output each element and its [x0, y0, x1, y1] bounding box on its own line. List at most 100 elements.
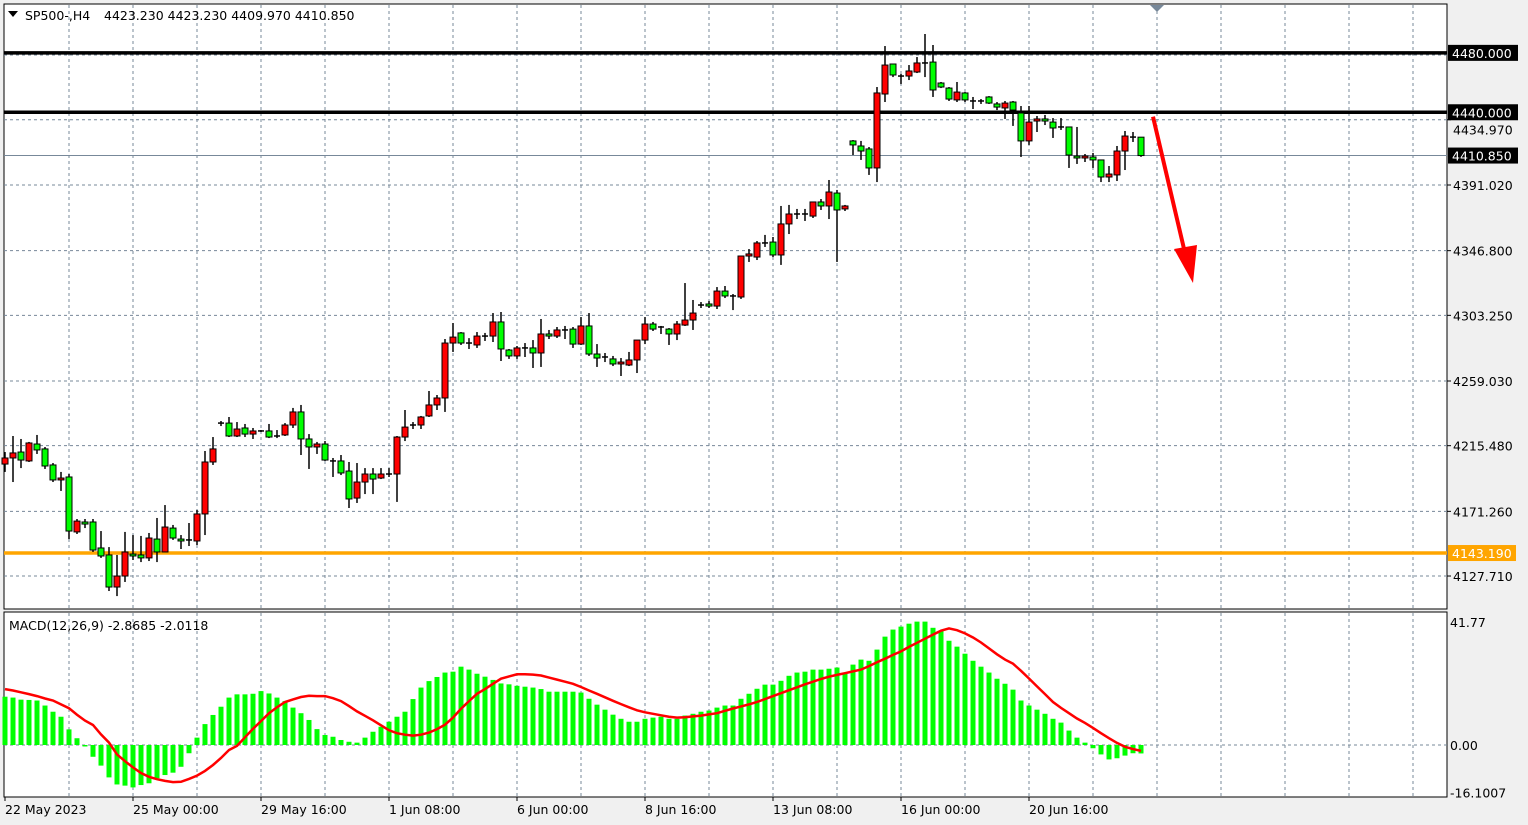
- candle-body: [1025, 121, 1033, 142]
- candle: [889, 63, 897, 78]
- macd-histogram-bar: [338, 739, 344, 745]
- candle-body: [313, 443, 321, 448]
- macd-histogram-bar: [610, 714, 616, 745]
- macd-histogram-bar: [594, 704, 600, 745]
- candle-body: [25, 442, 33, 462]
- macd-histogram-bar: [1034, 709, 1040, 745]
- candle-body: [505, 349, 513, 357]
- macd-histogram-bar: [66, 729, 72, 745]
- candle-body: [17, 451, 25, 461]
- macd-histogram-bar: [626, 721, 632, 745]
- candle-body: [593, 353, 601, 359]
- candle-body: [113, 575, 121, 588]
- candle-body: [433, 397, 441, 406]
- macd-pane[interactable]: [3, 611, 1448, 798]
- candle-body: [681, 319, 689, 326]
- macd-histogram-bar: [874, 649, 880, 745]
- candle: [25, 441, 33, 462]
- level-label-box: [1448, 104, 1518, 121]
- candle: [905, 65, 913, 81]
- candle: [658, 325, 664, 334]
- macd-histogram-bar: [242, 694, 248, 745]
- time-axis[interactable]: 22 May 2023 25 May 00:00 29 May 16:00 1 Jun…: [4, 797, 1108, 817]
- macd-histogram-bar: [1138, 745, 1144, 754]
- candle-body: [817, 201, 825, 207]
- candle: [305, 434, 313, 469]
- candle-body: [193, 513, 201, 542]
- candle-body: [945, 87, 953, 100]
- price-axis[interactable]: 4434.970 4391.020 4346.800 4303.250 4259.030…: [1447, 119, 1513, 584]
- candle: [970, 96, 976, 109]
- macd-histogram-bar: [730, 705, 736, 745]
- candle: [898, 73, 904, 85]
- macd-histogram-bar: [34, 700, 40, 745]
- candle: [802, 208, 808, 221]
- price-tick-label: 4127.710: [1453, 569, 1513, 584]
- macd-histogram-bar: [898, 626, 904, 745]
- candle: [369, 468, 377, 495]
- candle-body: [81, 521, 89, 525]
- macd-histogram-bar: [306, 719, 312, 745]
- candle-body: [713, 290, 721, 307]
- candle-body: [1073, 155, 1081, 159]
- candle-body: [289, 411, 297, 426]
- candle: [1025, 106, 1033, 145]
- macd-histogram-bar: [1082, 742, 1088, 745]
- time-tick-label: 20 Jun 16:00: [1029, 802, 1108, 817]
- candle-body: [745, 253, 753, 257]
- macd-histogram-bar: [770, 684, 776, 745]
- candle-body: [489, 321, 497, 337]
- candle: [865, 147, 873, 175]
- candle-body: [121, 551, 129, 577]
- candle: [49, 463, 57, 483]
- macd-histogram-bar: [482, 676, 488, 745]
- candle-body: [425, 404, 433, 417]
- down-arrow-annotation[interactable]: [1151, 116, 1197, 284]
- macd-histogram-bar: [530, 687, 536, 745]
- macd-histogram-bar: [834, 667, 840, 745]
- candle-body: [393, 436, 401, 475]
- candle: [89, 519, 97, 552]
- candle: [673, 321, 681, 341]
- time-tick-label: 16 Jun 00:00: [901, 802, 980, 817]
- macd-tick-label: 0.00: [1450, 738, 1478, 753]
- macd-histogram-bar: [186, 745, 192, 754]
- triangle-down-icon[interactable]: [8, 11, 18, 17]
- candle: [233, 422, 241, 438]
- candle: [9, 435, 17, 483]
- macd-histogram-bar: [154, 745, 160, 779]
- macd-histogram-bar: [450, 671, 456, 745]
- macd-histogram-bar: [138, 745, 144, 786]
- macd-histogram-bar: [266, 693, 272, 745]
- macd-axis[interactable]: 41.77 0.00 -16.1007: [1450, 615, 1506, 800]
- current-price-label: 4410.850: [1452, 149, 1512, 164]
- candle-body: [953, 91, 961, 101]
- candle: [978, 99, 984, 104]
- macd-histogram-bar: [1010, 689, 1016, 745]
- candle-body: [841, 205, 849, 210]
- candle: [201, 450, 209, 536]
- chart-shift-marker-icon[interactable]: [1150, 5, 1164, 12]
- candle-body: [937, 82, 945, 88]
- macd-histogram-bar: [442, 672, 448, 745]
- candle: [849, 140, 857, 156]
- macd-histogram-bar: [826, 668, 832, 745]
- macd-histogram-bar: [754, 688, 760, 745]
- candle: [929, 44, 937, 97]
- candle: [361, 468, 369, 495]
- candle: [713, 287, 721, 310]
- candle: [1073, 126, 1081, 164]
- candle: [145, 532, 153, 562]
- candle: [1058, 118, 1064, 130]
- candle-body: [105, 554, 113, 588]
- main-pane[interactable]: [3, 3, 1448, 610]
- candle: [161, 505, 169, 553]
- macd-histogram-bar: [282, 701, 288, 745]
- candle-body: [153, 538, 161, 553]
- candle-body: [985, 96, 993, 104]
- macd-histogram-bar: [666, 718, 672, 745]
- time-tick-label: 6 Jun 00:00: [517, 802, 589, 817]
- macd-histogram-bar: [658, 716, 664, 745]
- candle-body: [497, 321, 505, 350]
